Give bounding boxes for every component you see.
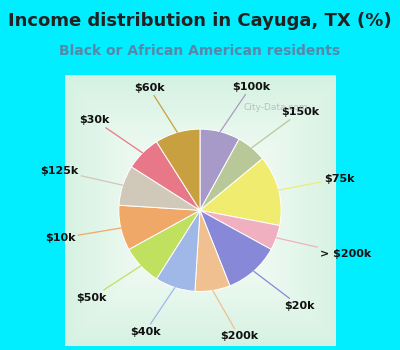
Text: Black or African American residents: Black or African American residents bbox=[60, 44, 340, 58]
Text: $200k: $200k bbox=[213, 290, 258, 342]
Wedge shape bbox=[119, 205, 200, 250]
Wedge shape bbox=[156, 210, 200, 291]
Wedge shape bbox=[200, 159, 281, 225]
Text: $30k: $30k bbox=[79, 115, 142, 153]
Wedge shape bbox=[200, 129, 239, 210]
Text: $60k: $60k bbox=[134, 83, 177, 132]
Wedge shape bbox=[132, 142, 200, 210]
Text: $125k: $125k bbox=[40, 166, 123, 185]
Text: $10k: $10k bbox=[45, 228, 121, 243]
Wedge shape bbox=[129, 210, 200, 279]
Wedge shape bbox=[156, 129, 200, 210]
Text: $150k: $150k bbox=[252, 107, 320, 148]
Text: > $200k: > $200k bbox=[276, 238, 372, 259]
Text: $75k: $75k bbox=[279, 174, 354, 190]
Wedge shape bbox=[119, 167, 200, 210]
Text: City-Data.com: City-Data.com bbox=[244, 103, 308, 112]
Wedge shape bbox=[195, 210, 230, 292]
Wedge shape bbox=[200, 210, 280, 250]
Text: $20k: $20k bbox=[254, 271, 315, 311]
Text: $40k: $40k bbox=[130, 288, 175, 337]
Wedge shape bbox=[200, 210, 271, 286]
Text: $50k: $50k bbox=[76, 266, 141, 303]
Text: Income distribution in Cayuga, TX (%): Income distribution in Cayuga, TX (%) bbox=[8, 12, 392, 30]
Text: $100k: $100k bbox=[220, 82, 270, 132]
Wedge shape bbox=[200, 139, 262, 210]
